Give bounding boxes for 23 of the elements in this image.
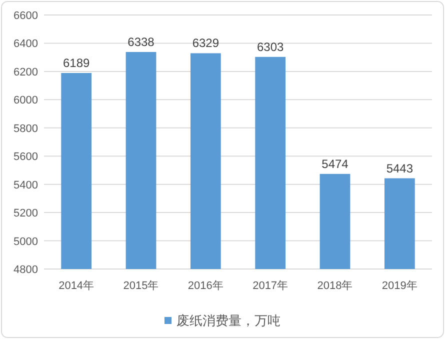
x-tick-label: 2018年 xyxy=(317,280,353,292)
legend: 废纸消费量，万吨 xyxy=(164,313,280,328)
y-tick-label: 6400 xyxy=(14,38,38,50)
x-tick-label: 2019年 xyxy=(382,280,418,292)
y-tick-label: 5800 xyxy=(14,122,38,135)
data-label: 6303 xyxy=(256,40,284,54)
y-tick-label: 6200 xyxy=(14,66,38,78)
y-tick-label: 5200 xyxy=(14,208,38,220)
y-tick-label: 6600 xyxy=(14,10,38,22)
data-label: 5474 xyxy=(322,156,349,171)
x-tick-label: 2016年 xyxy=(188,280,224,292)
x-tick-label: 2017年 xyxy=(252,280,288,292)
x-tick-label: 2015年 xyxy=(123,280,159,292)
x-tick-label: 2014年 xyxy=(58,280,94,292)
data-label: 6338 xyxy=(128,34,155,49)
data-label: 6329 xyxy=(192,36,220,50)
y-tick-label: 5600 xyxy=(14,151,38,164)
y-tick-label: 4800 xyxy=(14,264,38,276)
y-tick-label: 5400 xyxy=(14,179,38,192)
data-label: 5443 xyxy=(386,161,414,176)
y-tick-label: 5000 xyxy=(14,236,38,248)
y-tick-label: 6000 xyxy=(14,94,38,107)
data-label: 6189 xyxy=(62,56,90,70)
